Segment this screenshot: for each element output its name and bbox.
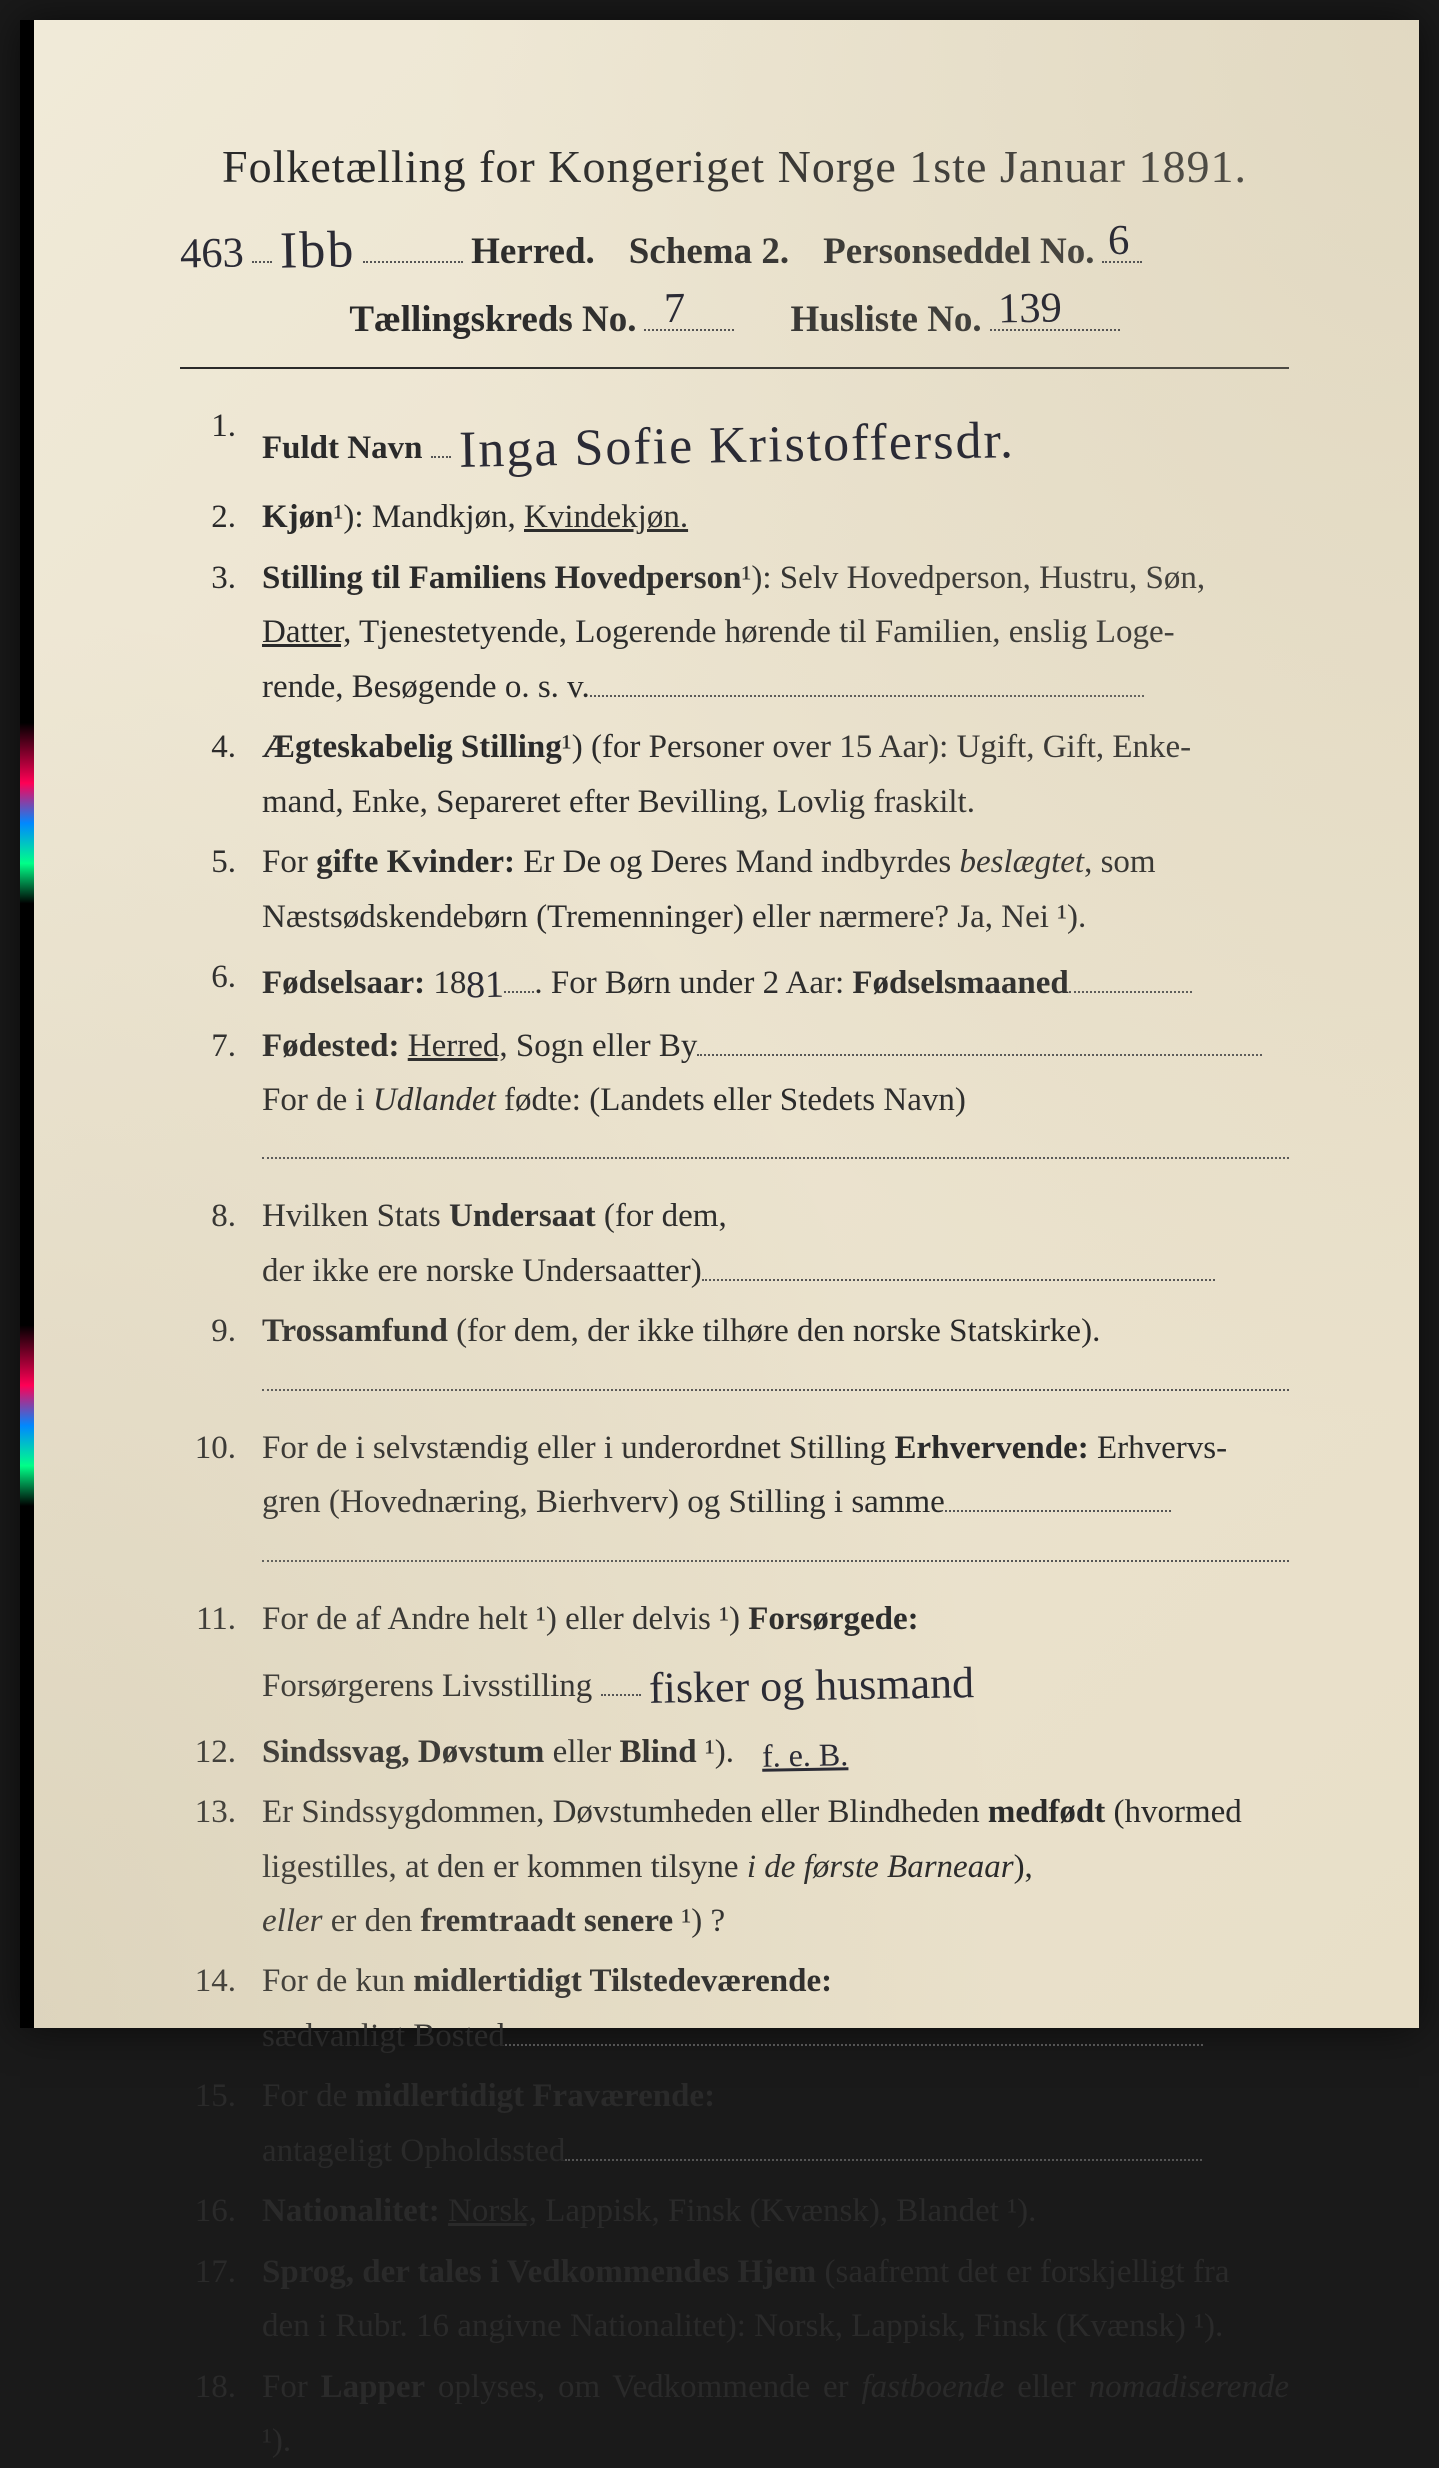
item-1: 1. Fuldt Navn Inga Sofie Kristoffersdr. [180, 399, 1289, 485]
item-number: 18. [180, 2360, 236, 2414]
header-row-2: Tællingskreds No. 7 Husliste No. 139 [180, 290, 1289, 341]
item-number: 2. [180, 490, 236, 544]
item-number: 6. [180, 950, 236, 1004]
document-title: Folketælling for Kongeriget Norge 1ste J… [180, 140, 1289, 193]
item-label: Sindssvag, Døvstum [262, 1734, 544, 1770]
name-hw: Inga Sofie Kristoffersdr. [458, 398, 1015, 493]
item-12: 12. Sindssvag, Døvstum eller Blind ¹). f… [180, 1725, 1289, 1779]
dotted-line [262, 1560, 1289, 1562]
item-label: midlertidigt Tilstedeværende: [413, 1963, 832, 1999]
herred-code-hw: 463 [180, 228, 245, 278]
item-label: Trossamfund [262, 1313, 448, 1349]
item-label: Sprog, der tales i Vedkommendes Hjem [262, 2254, 816, 2290]
item-6: 6. Fødselsaar: 1881. For Børn under 2 Aa… [180, 950, 1289, 1013]
item-number: 15. [180, 2069, 236, 2123]
item-number: 3. [180, 551, 236, 605]
item-label: midlertidigt Fraværende: [356, 2078, 716, 2114]
item-number: 10. [180, 1421, 236, 1475]
item-label: Undersaat [449, 1198, 596, 1234]
item-number: 16. [180, 2184, 236, 2238]
item-number: 13. [180, 1785, 236, 1839]
dots [252, 222, 272, 263]
item-number: 5. [180, 835, 236, 889]
item-17: 17. Sprog, der tales i Vedkommendes Hjem… [180, 2245, 1289, 2354]
label-tallingskreds: Tællingskreds No. [349, 298, 636, 341]
item-7: 7. Fødested: Herred, Sogn eller By For d… [180, 1019, 1289, 1128]
item-8: 8. Hvilken Stats Undersaat (for dem, der… [180, 1189, 1289, 1298]
birth-year-hw: 81 [466, 954, 505, 1017]
herred-name-hw: Ibb [279, 220, 355, 280]
scan-edge-artifact [20, 20, 34, 2028]
item-10: 10. For de i selvstændig eller i underor… [180, 1421, 1289, 1530]
item-label: Fuldt Navn [262, 430, 422, 466]
dots: 7 [644, 290, 734, 331]
dotted-line [262, 1157, 1289, 1159]
item-number: 14. [180, 1954, 236, 2008]
dots: 6 [1102, 222, 1142, 263]
provider-hw: fisker og husmand [648, 1647, 974, 1725]
husliste-no-hw: 139 [997, 283, 1062, 333]
dotted-line [262, 1389, 1289, 1391]
tallingskreds-no-hw: 7 [664, 284, 686, 333]
item-3: 3. Stilling til Familiens Hovedperson¹):… [180, 551, 1289, 714]
item-number: 9. [180, 1304, 236, 1358]
item-label: Nationalitet: [262, 2193, 440, 2229]
label-personseddel: Personseddel No. [823, 230, 1094, 273]
item-number: 12. [180, 1725, 236, 1779]
dots: 139 [990, 290, 1120, 331]
item-number: 8. [180, 1189, 236, 1243]
label-husliste: Husliste No. [790, 298, 981, 341]
personseddel-no-hw: 6 [1108, 216, 1130, 265]
dots [363, 222, 463, 263]
item-label: Ægteskabelig Stilling [262, 729, 562, 765]
item-label: Fødselsaar: [262, 965, 425, 1001]
underlined-datter: Datter, [262, 614, 351, 650]
label-schema: Schema 2. [629, 230, 789, 273]
item-2: 2. Kjøn¹): Mandkjøn, Kvindekjøn. [180, 490, 1289, 544]
q12-note-hw: f. e. B. [762, 1728, 849, 1782]
item-4: 4. Ægteskabelig Stilling¹) (for Personer… [180, 720, 1289, 829]
item-number: 17. [180, 2245, 236, 2299]
divider [180, 367, 1289, 369]
label-herred: Herred. [471, 230, 595, 273]
item-label: Stilling til Familiens Hovedperson [262, 560, 741, 596]
item-15: 15. For de midlertidigt Fraværende: anta… [180, 2069, 1289, 2178]
item-number: 11. [180, 1592, 236, 1646]
item-label: Lapper [321, 2369, 426, 2405]
item-number: 1. [180, 399, 236, 453]
item-13: 13. Er Sindssygdommen, Døvstumheden elle… [180, 1785, 1289, 1948]
underlined-norsk: Norsk, [448, 2193, 537, 2229]
item-label: Erhvervende: [894, 1430, 1088, 1466]
item-label: Forsørgede: [748, 1601, 918, 1637]
item-number: 7. [180, 1019, 236, 1073]
item-number: 4. [180, 720, 236, 774]
item-label: gifte Kvinder: [316, 844, 515, 880]
item-label: medfødt [988, 1794, 1105, 1830]
underlined-kvindekjon: Kvindekjøn. [524, 499, 688, 535]
item-9: 9. Trossamfund (for dem, der ikke tilhør… [180, 1304, 1289, 1358]
underlined-herred: Herred, [408, 1028, 508, 1064]
item-18: 18. For Lapper oplyses, om Vedkommende e… [180, 2360, 1289, 2468]
form-items: 1. Fuldt Navn Inga Sofie Kristoffersdr. … [180, 399, 1289, 2468]
item-14: 14. For de kun midlertidigt Tilstedevære… [180, 1954, 1289, 2063]
item-5: 5. For gifte Kvinder: Er De og Deres Man… [180, 835, 1289, 944]
item-11: 11. For de af Andre helt ¹) eller delvis… [180, 1592, 1289, 1719]
item-label: Kjøn [262, 499, 334, 535]
item-label: Fødested: [262, 1028, 399, 1064]
census-form-page: Folketælling for Kongeriget Norge 1ste J… [20, 20, 1419, 2028]
header-row-1: 463 Ibb Herred. Schema 2. Personseddel N… [180, 217, 1289, 276]
item-16: 16. Nationalitet: Norsk, Lappisk, Finsk … [180, 2184, 1289, 2238]
